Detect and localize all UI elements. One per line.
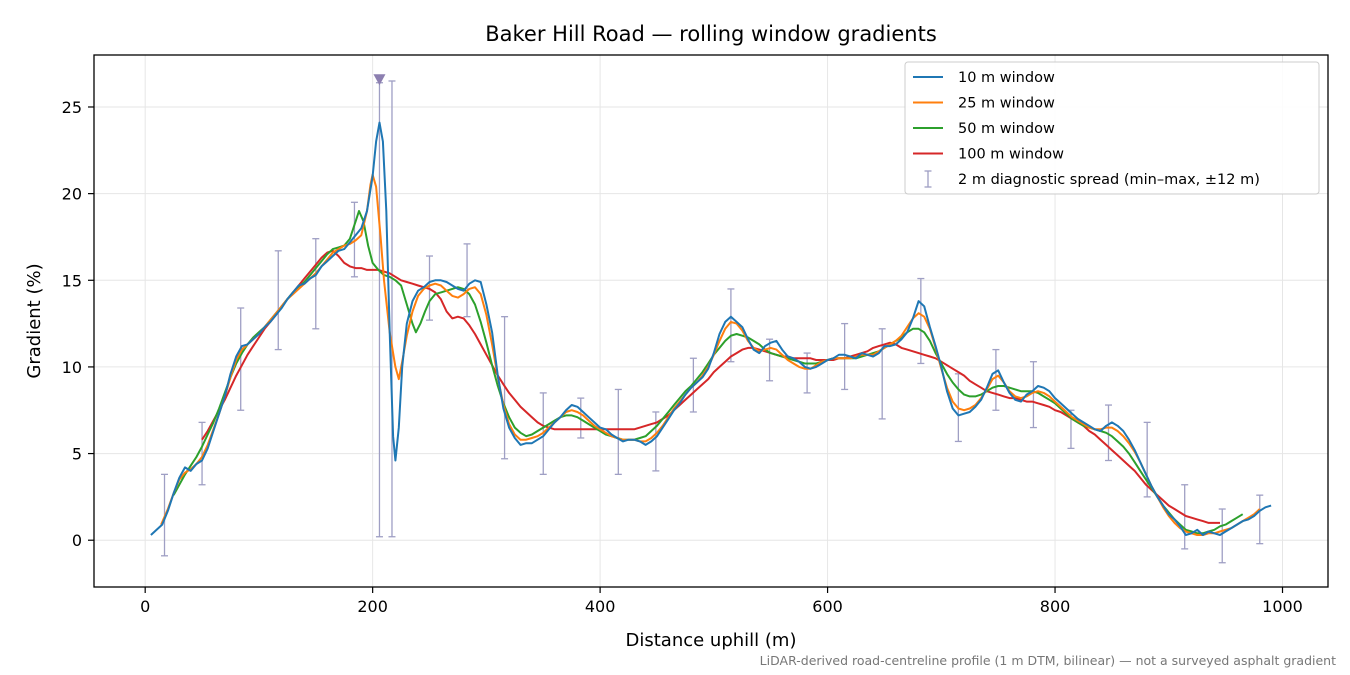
y-tick-label: 15 xyxy=(62,271,82,290)
x-tick-label: 600 xyxy=(812,597,843,616)
y-tick-label: 25 xyxy=(62,98,82,117)
diagnostic-error-bar xyxy=(1218,508,1226,564)
diagnostic-error-bar xyxy=(1029,361,1037,429)
y-tick-label: 5 xyxy=(72,445,82,464)
legend-label: 25 m window xyxy=(958,96,1055,112)
plot-area xyxy=(150,74,1272,564)
x-tick-label: 400 xyxy=(585,597,616,616)
diagnostic-error-bar xyxy=(312,238,320,330)
diagnostic-error-bar xyxy=(803,352,811,394)
legend-entry-w10: 10 m window xyxy=(913,70,1055,86)
diagnostic-error-bar xyxy=(237,307,245,411)
diagnostic-error-bar xyxy=(992,348,1000,411)
y-tick-label: 20 xyxy=(62,185,82,204)
x-axis-label: Distance uphill (m) xyxy=(626,630,797,651)
legend-label: 2 m diagnostic spread (min–max, ±12 m) xyxy=(958,172,1260,188)
diagnostic-error-bar xyxy=(727,288,735,363)
y-tick-label: 0 xyxy=(72,531,82,550)
diagnostic-error-bar xyxy=(878,328,886,420)
diagnostic-error-bar xyxy=(274,250,282,351)
y-tick-label: 10 xyxy=(62,358,82,377)
y-axis-label: Gradient (%) xyxy=(24,263,45,378)
diagnostic-error-bar xyxy=(463,243,471,318)
diagnostic-error-bar xyxy=(1256,494,1264,545)
peak-marker xyxy=(373,74,386,86)
diagnostic-error-bar xyxy=(766,338,774,382)
diagnostic-error-bar xyxy=(917,277,925,365)
chart-title: Baker Hill Road — rolling window gradien… xyxy=(485,22,937,46)
x-tick-label: 800 xyxy=(1040,597,1071,616)
legend: 10 m window 25 m window 50 m window 100 m w… xyxy=(904,61,1320,195)
axis-ticks: 0 200 400 600 800 1000 0 5 10 15 20 25 xyxy=(62,98,1303,616)
x-tick-label: 0 xyxy=(140,597,150,616)
diagnostic-error-bar xyxy=(1104,404,1112,462)
diagnostic-error-bar xyxy=(350,201,358,278)
x-tick-label: 1000 xyxy=(1262,597,1303,616)
legend-label: 50 m window xyxy=(958,121,1055,137)
series-line-w50 xyxy=(172,210,1244,535)
legend-entry-w100: 100 m window xyxy=(913,147,1064,163)
diagnostic-error-bar xyxy=(1143,421,1151,498)
legend-entry-w50: 50 m window xyxy=(913,121,1055,137)
legend-box xyxy=(904,61,1320,195)
series-line-w100 xyxy=(201,249,1220,524)
x-tick-label: 200 xyxy=(357,597,388,616)
plot-frame xyxy=(93,54,1329,588)
diagnostic-error-bar xyxy=(198,421,206,486)
legend-label: 100 m window xyxy=(958,147,1064,163)
diagnostic-error-bar xyxy=(1181,484,1189,550)
footnote: LiDAR-derived road-centreline profile (1… xyxy=(760,653,1336,668)
diagnostic-error-bar xyxy=(388,80,396,538)
diagnostic-error-bar xyxy=(577,397,585,439)
legend-entry-diag: 2 m diagnostic spread (min–max, ±12 m) xyxy=(924,170,1260,188)
diagnostic-error-bar xyxy=(614,388,622,476)
series-line-w10 xyxy=(150,121,1272,536)
legend-label: 10 m window xyxy=(958,70,1055,86)
diagnostic-error-bar xyxy=(841,322,849,391)
legend-entry-w25: 25 m window xyxy=(913,96,1055,112)
